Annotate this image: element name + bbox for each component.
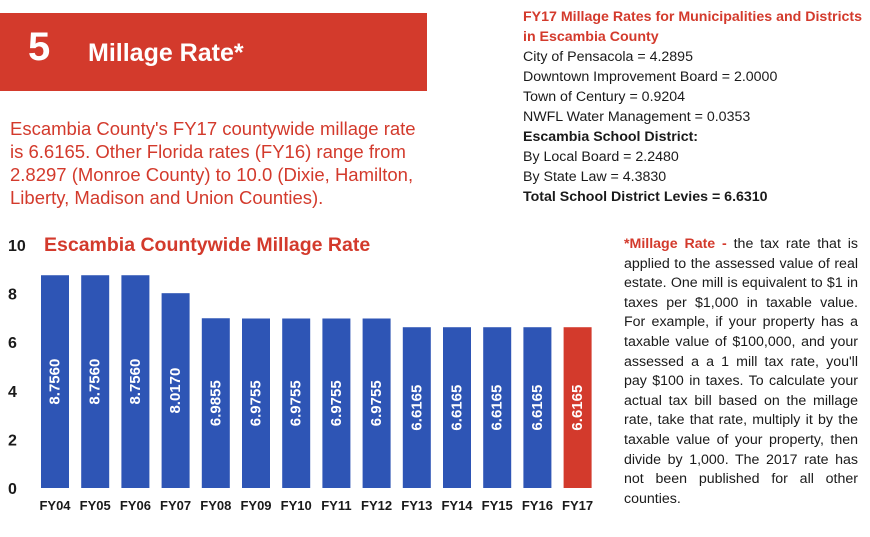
bar-value-label: 6.6165 <box>529 385 546 431</box>
bar-value-label: 6.6165 <box>408 385 425 431</box>
y-tick-label: 4 <box>8 384 17 401</box>
bar <box>201 318 230 488</box>
x-tick-label: FY17 <box>562 498 593 513</box>
bar <box>322 318 351 488</box>
bar-value-label: 6.9755 <box>368 380 385 426</box>
bar-value-label: 8.7560 <box>47 359 64 405</box>
x-tick-label: FY15 <box>482 498 513 513</box>
x-tick-label: FY09 <box>240 498 271 513</box>
rates-heading: FY17 Millage Rates for Municipalities an… <box>523 9 863 45</box>
x-tick-label: FY13 <box>401 498 432 513</box>
bar <box>402 327 431 488</box>
bar <box>282 318 311 488</box>
x-tick-label: FY08 <box>200 498 231 513</box>
bar <box>443 327 471 488</box>
school-total: Total School District Levies = 6.6310 <box>523 189 768 205</box>
summary-text: Escambia County's FY17 countywide millag… <box>10 118 416 208</box>
definition-term: *Millage Rate - <box>624 236 727 252</box>
bar-value-label: 6.6165 <box>449 385 466 431</box>
definition-text: the tax rate that is applied to the asse… <box>624 236 858 507</box>
section-title: Millage Rate* <box>88 39 244 67</box>
y-tick-label: 6 <box>8 335 17 352</box>
bar-value-label: 6.9755 <box>288 380 305 426</box>
bar-value-label: 6.9755 <box>328 380 345 426</box>
school-line: By State Law = 4.3830 <box>523 169 667 185</box>
bar <box>563 327 592 488</box>
rate-line: Town of Century = 0.9204 <box>523 89 686 105</box>
bar <box>242 318 270 488</box>
bar <box>161 293 190 488</box>
x-tick-label: FY10 <box>281 498 312 513</box>
x-tick-label: FY12 <box>361 498 392 513</box>
bar <box>483 327 512 488</box>
x-tick-label: FY14 <box>441 498 473 513</box>
y-tick-label: 0 <box>8 481 17 498</box>
bar-value-label: 8.0170 <box>167 368 184 414</box>
bar <box>523 327 552 488</box>
y-tick-label: 2 <box>8 432 17 449</box>
bar <box>121 275 150 488</box>
x-tick-label: FY11 <box>321 498 351 513</box>
x-tick-label: FY04 <box>39 498 71 513</box>
definition-box: *Millage Rate - the tax rate that is app… <box>624 235 858 509</box>
bar-value-label: 6.6165 <box>569 385 586 431</box>
bar-value-label: 8.7560 <box>87 359 104 405</box>
bar-value-label: 6.6165 <box>489 385 506 431</box>
x-tick-label: FY05 <box>80 498 111 513</box>
y-tick-label: 8 <box>8 287 17 304</box>
rate-line: Downtown Improvement Board = 2.0000 <box>523 69 778 85</box>
bar-value-label: 6.9855 <box>207 380 224 426</box>
school-heading: Escambia School District: <box>523 129 699 145</box>
bar <box>362 318 391 488</box>
rate-line: City of Pensacola = 4.2895 <box>523 49 693 65</box>
x-tick-label: FY16 <box>522 498 553 513</box>
school-line: By Local Board = 2.2480 <box>523 149 679 165</box>
rates-box: FY17 Millage Rates for Municipalities an… <box>523 7 868 207</box>
section-banner: 5 Millage Rate* <box>0 13 427 91</box>
section-number: 5 <box>28 25 51 69</box>
bar-value-label: 8.7560 <box>127 359 144 405</box>
bar-chart: 0 2 4 6 8 10 8.7560 FY04 8.7560 FY05 8.7560 FY06 8.0… <box>8 238 593 513</box>
bar <box>41 275 69 488</box>
bar-value-label: 6.9755 <box>248 380 265 426</box>
rate-line: NWFL Water Management = 0.0353 <box>523 109 751 125</box>
x-tick-label: FY07 <box>160 498 191 513</box>
chart-title: Escambia Countywide Millage Rate <box>44 234 371 256</box>
x-tick-label: FY06 <box>120 498 151 513</box>
bar <box>81 275 110 488</box>
y-tick-label: 10 <box>8 238 26 255</box>
